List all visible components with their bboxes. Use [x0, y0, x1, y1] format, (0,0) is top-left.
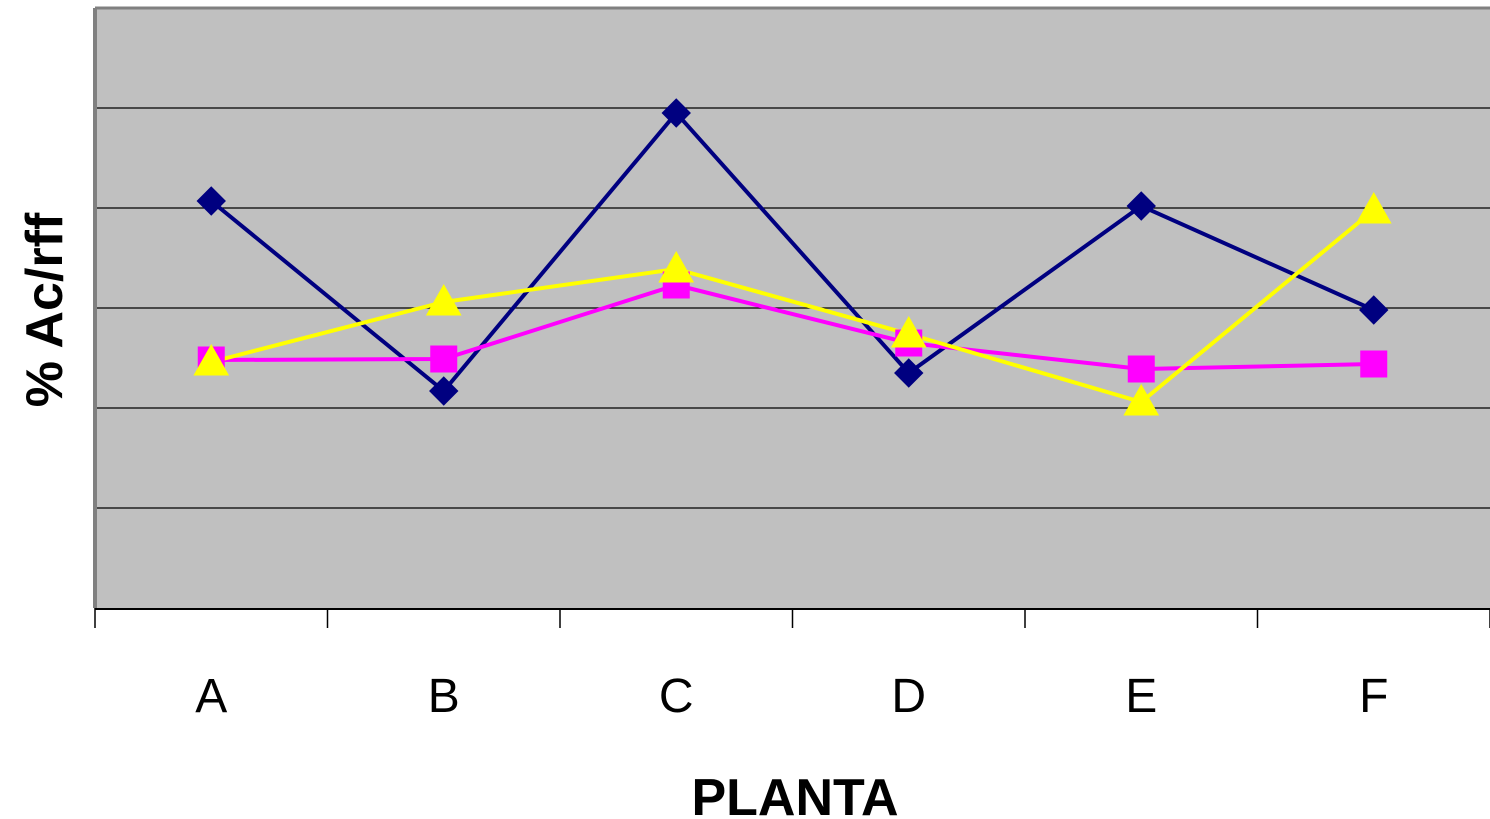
data-point-triangle — [658, 250, 695, 283]
data-point-diamond — [196, 186, 226, 216]
x-axis-ticks — [94, 608, 1490, 628]
x-tick-label: D — [891, 670, 926, 723]
data-point-square — [1360, 350, 1388, 378]
series-line — [210, 208, 1376, 404]
data-point-diamond — [894, 358, 924, 388]
data-point-diamond — [661, 98, 691, 128]
x-tick-label: C — [659, 670, 694, 723]
x-axis-tick-labels: A B C D E F — [195, 670, 1388, 723]
x-tick-label: B — [428, 670, 460, 723]
data-point-triangle — [425, 283, 462, 316]
series-lines — [209, 111, 1376, 404]
data-point-square — [430, 345, 458, 373]
y-axis-label: % Ac/rff — [16, 212, 74, 407]
data-point-triangle — [1123, 383, 1160, 416]
data-point-triangle — [193, 343, 230, 376]
x-tick-label: E — [1125, 670, 1157, 723]
x-tick-label: A — [195, 670, 227, 723]
data-point-square — [1127, 355, 1155, 383]
data-point-triangle — [1355, 191, 1392, 224]
data-point-diamond — [1359, 295, 1389, 325]
data-point-diamond — [1126, 191, 1156, 221]
x-axis-label: PLANTA — [691, 769, 898, 819]
data-point-triangle — [890, 315, 927, 348]
data-point-diamond — [429, 376, 459, 406]
series-markers — [193, 98, 1392, 416]
x-tick-label: F — [1359, 670, 1388, 723]
